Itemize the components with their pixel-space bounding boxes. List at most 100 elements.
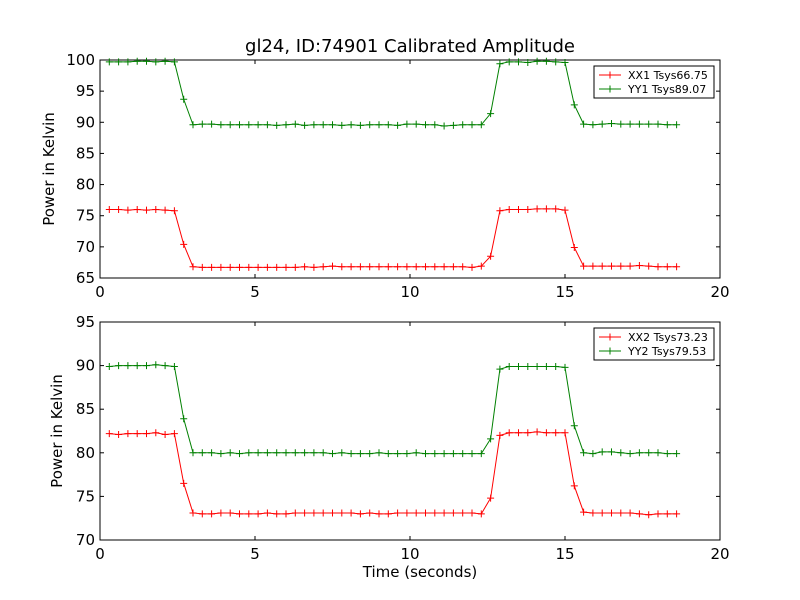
panel-2-series-1-point-28: [366, 509, 374, 517]
panel-2-series-2-point-8: [180, 415, 188, 423]
panel-1-x-tick-label-3: 15: [555, 283, 574, 301]
panel-1-series-2-point-5: [152, 58, 160, 66]
panel-1-legend-marker-1: [606, 71, 614, 79]
panel-2-series-2-point-16: [254, 449, 262, 457]
panel-1-legend-marker-2: [606, 85, 614, 93]
panel-2-series-1-point-6: [161, 430, 169, 438]
panel-2-series-1-point-31: [394, 509, 402, 517]
panel-1-series-1-point-55: [617, 262, 625, 270]
panel-2-series-2-point-41: [487, 435, 495, 443]
panel-1-series-1-point-27: [356, 263, 364, 271]
panel-1-series-2-point-47: [542, 57, 550, 65]
panel-1-series-2-point-56: [626, 120, 634, 128]
panel-2-series-2-point-22: [310, 449, 318, 457]
panel-1-series-1-point-21: [301, 263, 309, 271]
panel-1-series-1-point-9: [189, 263, 197, 271]
panel-2-series-2-point-55: [617, 449, 625, 457]
panel-2-series-2: [105, 361, 681, 458]
panel-1-series-1-point-6: [161, 206, 169, 214]
panel-2-series-1-point-58: [645, 511, 653, 519]
panel-2-series-2-point-0: [105, 362, 113, 370]
panel-2-series-1-point-32: [403, 509, 411, 517]
panel-1-series-1-point-42: [496, 207, 504, 215]
panel-2-series-2-point-45: [524, 362, 532, 370]
panel-1-y-tick-label-1: 70: [76, 238, 95, 256]
panel-2-x-tick-label-0: 0: [95, 545, 105, 563]
panel-2-series-1-point-49: [561, 429, 569, 437]
panel-2-series-2-point-3: [133, 362, 141, 370]
panel-2-series-2-point-39: [468, 450, 476, 458]
panel-1-series-2-point-55: [617, 120, 625, 128]
panel-1-series-2-point-38: [459, 121, 467, 129]
panel-2-series-2-point-12: [217, 450, 225, 458]
panel-2-series-1-point-46: [533, 428, 541, 436]
panel-1-x-tick-label-1: 5: [250, 283, 260, 301]
panel-2-series-2-point-40: [477, 450, 485, 458]
panel-2-series-2-point-9: [189, 449, 197, 457]
panel-1-series-2-point-17: [263, 121, 271, 129]
panel-1-series-1-point-0: [105, 205, 113, 213]
panel-2-series-2-point-25: [338, 449, 346, 457]
panel-2-series-1-point-54: [608, 509, 615, 517]
panel-2-series-2-point-52: [589, 450, 597, 458]
panel-2-series-2-point-18: [273, 449, 281, 457]
panel-1-series-1-point-45: [524, 205, 532, 213]
panel-1-series-1-point-38: [459, 263, 467, 271]
panel-2-x-tick-label-1: 5: [250, 545, 260, 563]
panel-2-y-tick-label-1: 75: [76, 487, 95, 505]
panel-1-x-tick-label-2: 10: [400, 283, 419, 301]
panel-1-series-1-point-28: [366, 263, 374, 271]
panel-1-series-2-point-22: [310, 121, 318, 129]
panel-1-y-tick-label-6: 95: [76, 82, 95, 100]
panel-2-series-2-point-14: [236, 450, 243, 458]
panel-1-series-1-point-3: [133, 205, 141, 213]
panel-2-series-1-point-11: [208, 510, 216, 518]
panel-2-series-1-point-16: [254, 510, 262, 518]
panel-1-series-2-point-32: [403, 120, 411, 128]
panel-1-series-1-point-54: [608, 262, 615, 270]
panel-1-series-1-point-20: [291, 263, 299, 271]
panel-1-series-2-point-53: [598, 120, 606, 128]
panel-1-series-2-point-42: [496, 60, 504, 68]
panel-1-y-tick-label-7: 100: [66, 51, 95, 69]
panel-2-group: 0 5 10 15 20 70 75 80 85 90 95 Power in Kelvin Time …: [48, 313, 730, 581]
panel-1-series-1-point-60: [663, 263, 671, 271]
panel-2-series-2-point-42: [496, 365, 504, 373]
panel-2-series-2-point-33: [412, 449, 420, 457]
panel-2-series-2-point-21: [301, 449, 309, 457]
panel-1-series-1-point-7: [170, 207, 178, 215]
panel-1-series-1: [105, 205, 681, 271]
panel-1-series-1-point-50: [570, 243, 578, 251]
panel-2-series-2-point-27: [356, 450, 364, 458]
panel-2-series-2-point-1: [115, 362, 123, 370]
panel-1-series-1-point-58: [645, 262, 653, 270]
panel-2-series-2-point-59: [654, 449, 662, 457]
panel-1-series-1-point-33: [412, 263, 420, 271]
panel-1-series-2-point-51: [580, 120, 588, 128]
panel-2-series-2-point-50: [570, 422, 578, 430]
panel-1-series-1-point-8: [180, 240, 188, 248]
panel-2-series-2-point-23: [319, 449, 327, 457]
panel-1-series-1-point-15: [245, 263, 253, 271]
panel-1-series-1-point-10: [198, 263, 206, 271]
panel-2-series-2-point-20: [291, 449, 299, 457]
panel-2-x-axis-label: Time (seconds): [362, 563, 478, 581]
panel-2-series-2-point-38: [459, 450, 467, 458]
panel-1-y-tick-label-4: 85: [76, 144, 95, 162]
panel-1-series-2-point-15: [245, 121, 253, 129]
panel-1-series-2-point-43: [505, 58, 513, 66]
panel-2-legend-box: [593, 327, 715, 361]
panel-2-series-2-point-4: [143, 362, 150, 370]
panel-1-series-2-point-6: [161, 57, 169, 65]
panel-1-series-1-point-36: [440, 263, 448, 271]
panel-1-series-2-point-26: [347, 121, 355, 129]
panel-2-series-1-point-15: [245, 510, 253, 518]
panel-1-series-1-point-12: [217, 263, 225, 271]
panel-2-series-2-point-61: [673, 450, 681, 458]
panel-2-series-2-point-10: [198, 449, 206, 457]
panel-2-series-2-point-19: [282, 449, 290, 457]
panel-1-series-1-point-1: [115, 205, 123, 213]
panel-1-series-1-point-17: [263, 263, 271, 271]
